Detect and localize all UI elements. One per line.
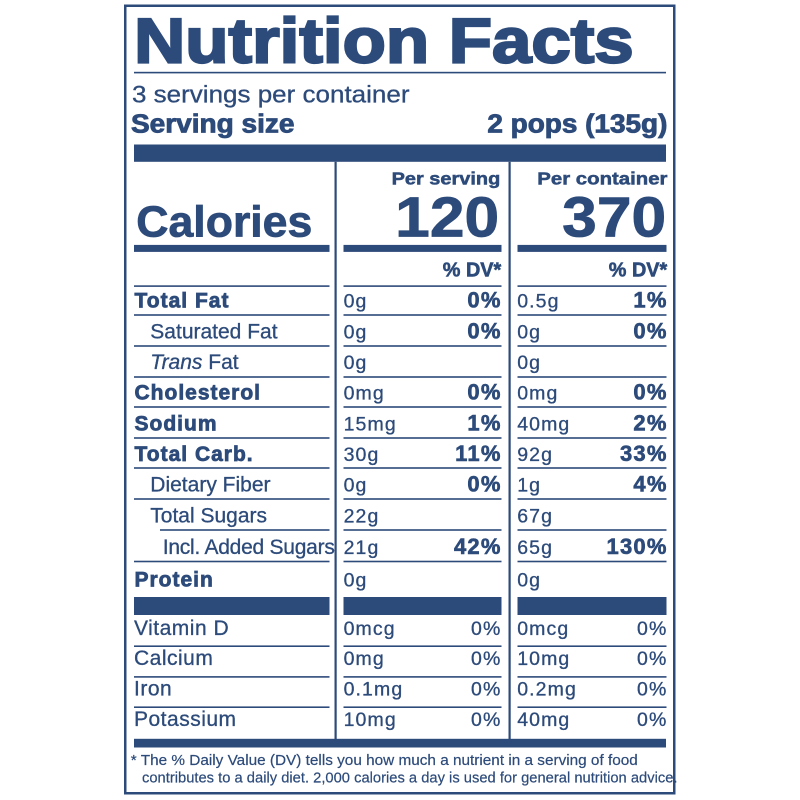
svg-text:% DV*: % DV* <box>609 259 668 282</box>
svg-text:0mg: 0mg <box>517 383 558 405</box>
svg-text:1%: 1% <box>633 288 667 313</box>
svg-text:0%: 0% <box>471 618 502 640</box>
svg-text:0%: 0% <box>633 380 667 405</box>
svg-text:Cholesterol: Cholesterol <box>135 382 262 405</box>
svg-text:% DV*: % DV* <box>443 259 502 282</box>
svg-text:0%: 0% <box>637 709 668 731</box>
svg-text:Calories: Calories <box>136 198 312 247</box>
svg-text:0g: 0g <box>344 570 368 592</box>
svg-text:0%: 0% <box>637 648 668 670</box>
svg-text:130%: 130% <box>607 534 668 559</box>
svg-text:Dietary Fiber: Dietary Fiber <box>150 473 270 496</box>
svg-text:Total Sugars: Total Sugars <box>150 504 267 527</box>
svg-text:Nutrition Facts: Nutrition Facts <box>134 7 634 77</box>
svg-text:0%: 0% <box>637 679 668 701</box>
svg-text:Trans Fat: Trans Fat <box>150 351 238 374</box>
svg-text:92g: 92g <box>517 444 553 466</box>
svg-text:Calcium: Calcium <box>134 647 213 670</box>
svg-text:4%: 4% <box>633 471 667 496</box>
svg-text:* The % Daily Value (DV) tells: * The % Daily Value (DV) tells you how m… <box>131 752 638 769</box>
svg-text:Serving size: Serving size <box>131 110 295 138</box>
svg-text:0%: 0% <box>467 380 501 405</box>
svg-text:1%: 1% <box>467 410 501 435</box>
svg-text:2 pops (135g): 2 pops (135g) <box>487 110 667 138</box>
svg-text:10mg: 10mg <box>344 709 397 731</box>
svg-text:0mcg: 0mcg <box>517 618 569 640</box>
svg-text:0%: 0% <box>471 648 502 670</box>
svg-text:0g: 0g <box>344 474 368 496</box>
svg-text:1g: 1g <box>517 474 541 496</box>
svg-text:0%: 0% <box>637 618 668 640</box>
svg-text:0g: 0g <box>344 321 368 343</box>
svg-text:Incl. Added Sugars: Incl. Added Sugars <box>163 536 335 559</box>
svg-text:0g: 0g <box>344 291 368 313</box>
svg-text:65g: 65g <box>517 537 553 559</box>
svg-text:Saturated Fat: Saturated Fat <box>150 320 277 343</box>
svg-text:40mg: 40mg <box>517 413 570 435</box>
svg-text:0%: 0% <box>471 709 502 731</box>
svg-text:10mg: 10mg <box>517 648 570 670</box>
svg-text:Total Fat: Total Fat <box>135 290 230 313</box>
svg-text:0mcg: 0mcg <box>344 618 396 640</box>
svg-text:0mg: 0mg <box>344 383 385 405</box>
svg-text:15mg: 15mg <box>344 413 397 435</box>
svg-text:0g: 0g <box>517 570 541 592</box>
svg-text:0%: 0% <box>467 471 501 496</box>
svg-text:0g: 0g <box>517 321 541 343</box>
svg-text:0.5g: 0.5g <box>517 291 559 313</box>
svg-text:11%: 11% <box>455 441 501 466</box>
svg-text:40mg: 40mg <box>517 709 570 731</box>
svg-text:22g: 22g <box>344 505 380 527</box>
svg-text:Per serving: Per serving <box>392 169 501 189</box>
svg-text:67g: 67g <box>517 505 553 527</box>
svg-text:Protein: Protein <box>135 569 214 592</box>
svg-text:0%: 0% <box>467 318 501 343</box>
svg-text:2%: 2% <box>633 410 667 435</box>
svg-text:0g: 0g <box>517 352 541 374</box>
svg-text:Vitamin D: Vitamin D <box>134 617 229 640</box>
svg-text:42%: 42% <box>454 534 502 559</box>
svg-text:0%: 0% <box>467 288 501 313</box>
svg-text:370: 370 <box>562 186 666 249</box>
svg-text:30g: 30g <box>344 444 380 466</box>
svg-text:Sodium: Sodium <box>135 412 218 435</box>
svg-text:contributes to a daily diet. 2: contributes to a daily diet. 2,000 calor… <box>142 770 678 787</box>
svg-text:Potassium: Potassium <box>134 708 237 731</box>
svg-text:21g: 21g <box>344 537 380 559</box>
svg-text:0mg: 0mg <box>344 648 385 670</box>
svg-text:3 servings per container: 3 servings per container <box>132 82 410 109</box>
svg-text:0.2mg: 0.2mg <box>517 679 577 701</box>
svg-text:Total Carb.: Total Carb. <box>135 443 254 466</box>
svg-text:Per container: Per container <box>537 169 667 189</box>
svg-text:33%: 33% <box>620 441 668 466</box>
svg-text:120: 120 <box>395 186 499 249</box>
svg-text:Iron: Iron <box>134 678 172 701</box>
svg-text:0%: 0% <box>633 318 667 343</box>
svg-text:0g: 0g <box>344 352 368 374</box>
svg-text:0.1mg: 0.1mg <box>344 679 404 701</box>
svg-text:0%: 0% <box>471 679 502 701</box>
